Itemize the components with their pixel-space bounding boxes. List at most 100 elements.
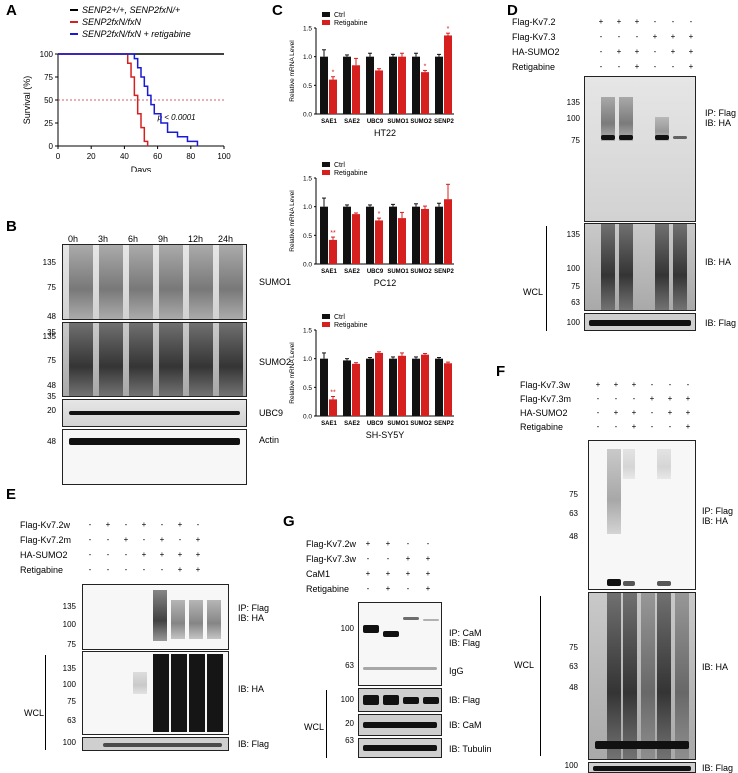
f-ib-ha-label: IB: HA (702, 516, 729, 526)
significance-mark: ** (330, 390, 336, 397)
category-label: SAE1 (321, 269, 337, 275)
row-label: HA-SUMO2 (20, 550, 68, 560)
significance-mark: ** (330, 230, 336, 237)
blot-g-wcl-tubulin (358, 738, 442, 758)
marker: 48 (569, 532, 578, 541)
treatment-symbol: - (124, 550, 128, 559)
marker: 75 (569, 490, 578, 499)
lane-smear (159, 245, 183, 319)
blot-e-wcl-flag (82, 737, 229, 751)
blot-f-wcl-flag (588, 762, 696, 773)
treatment-symbol: + (598, 17, 604, 26)
marker: 75 (571, 136, 580, 145)
bar (444, 35, 452, 114)
treatment-symbol: + (685, 408, 691, 417)
blot-sumo1 (62, 244, 247, 320)
treatment-symbol: + (670, 47, 676, 56)
significance-mark: * (424, 63, 427, 70)
category-label: SAE1 (321, 421, 337, 427)
treatment-symbol: - (653, 47, 657, 56)
survival-line-1 (58, 53, 149, 146)
d-ib-ha-label: IB: HA (705, 118, 732, 128)
legend-swatch (322, 314, 330, 319)
treatment-symbol: - (599, 32, 603, 41)
bar (375, 70, 383, 114)
bar (375, 220, 383, 264)
lane-smear (219, 245, 243, 319)
marker: 35 (47, 392, 56, 401)
bar (389, 56, 397, 114)
treatment-symbol: - (650, 408, 654, 417)
g-igg-label: IgG (449, 666, 464, 676)
row-label: Flag-Kv7.3m (520, 394, 572, 404)
row-label: Flag-Kv7.2 (512, 17, 556, 27)
treatment-symbol: - (596, 422, 600, 431)
g-wcl-bracket (326, 690, 327, 758)
treatment-symbol: + (613, 408, 619, 417)
legend-swatch (322, 12, 330, 17)
blot-g-ip (358, 602, 442, 686)
treatment-symbol: - (366, 584, 370, 593)
treatment-symbol: + (385, 584, 391, 593)
panel-label-f: F (496, 363, 506, 380)
marker: 63 (571, 298, 580, 307)
marker: 63 (345, 736, 354, 745)
bar (366, 206, 374, 264)
row-label: Retigabine (512, 62, 556, 72)
treatment-symbol: - (599, 62, 603, 71)
treatment-symbol: - (635, 32, 639, 41)
row-label: Flag-Kv7.2w (20, 520, 71, 530)
treatment-symbol: - (142, 565, 146, 574)
blot-g-wcl-flag (358, 688, 442, 712)
row-label: Flag-Kv7.3w (306, 554, 357, 564)
category-label: UBC9 (367, 269, 384, 275)
d-ip-label: IP: Flag (705, 108, 737, 118)
y-tick-label: 1.5 (303, 26, 312, 33)
f-wcl-bracket (540, 596, 541, 756)
y-tick-label: 100 (40, 50, 54, 59)
treatment-symbol: + (685, 422, 691, 431)
bar (421, 72, 429, 114)
g-ib-flag-label: IB: Flag (449, 638, 481, 648)
y-axis-label: Survival (%) (22, 76, 32, 125)
treatment-symbol: + (616, 47, 622, 56)
timepoint-label: 24h (218, 234, 234, 244)
treatment-symbol: + (667, 394, 673, 403)
treatment-symbol: - (650, 380, 654, 389)
bar (329, 79, 337, 114)
g-wcl-label: WCL (304, 722, 324, 732)
blot-f-ip (588, 440, 696, 590)
bar-chart-ht22: 0.0 0.5 1.0 1.5 Relative mRNA Level CtrlRetig… (289, 12, 454, 138)
category-label: UBC9 (367, 119, 384, 125)
blot-actin (62, 429, 247, 485)
treatment-symbol: + (177, 520, 183, 529)
significance-mark: * (332, 70, 335, 77)
d-wcl-bracket (546, 226, 547, 331)
p-value: p < 0.0001 (157, 113, 196, 122)
treatment-symbol: - (668, 422, 672, 431)
g-wcl-ib-tubulin: IB: Tubulin (449, 744, 492, 754)
treatment-symbol: - (596, 394, 600, 403)
treatment-symbol: + (688, 47, 694, 56)
y-tick-label: 0.5 (303, 385, 312, 392)
timepoint-label: 9h (158, 234, 169, 244)
treatment-symbol: + (631, 408, 637, 417)
x-tick-label: 80 (186, 152, 195, 161)
bar (320, 56, 328, 114)
legend-label: SENP2+/+, SENP2fxN/+ (82, 5, 180, 15)
bar (320, 358, 328, 416)
x-tick-label: 20 (87, 152, 96, 161)
panel-label-g: G (283, 513, 295, 530)
y-tick-label: 0 (49, 142, 54, 151)
treatment-symbol: - (599, 47, 603, 56)
bar (320, 206, 328, 264)
category-label: SUMO2 (410, 119, 432, 125)
bar (329, 239, 337, 264)
bar (366, 358, 374, 416)
treatment-symbol: + (667, 408, 673, 417)
row-label: HA-SUMO2 (512, 47, 560, 57)
row-label: HA-SUMO2 (520, 408, 568, 418)
panel-label-e: E (6, 486, 17, 503)
legend-label: Ctrl (334, 162, 345, 169)
y-tick-label: 1.0 (303, 54, 312, 61)
